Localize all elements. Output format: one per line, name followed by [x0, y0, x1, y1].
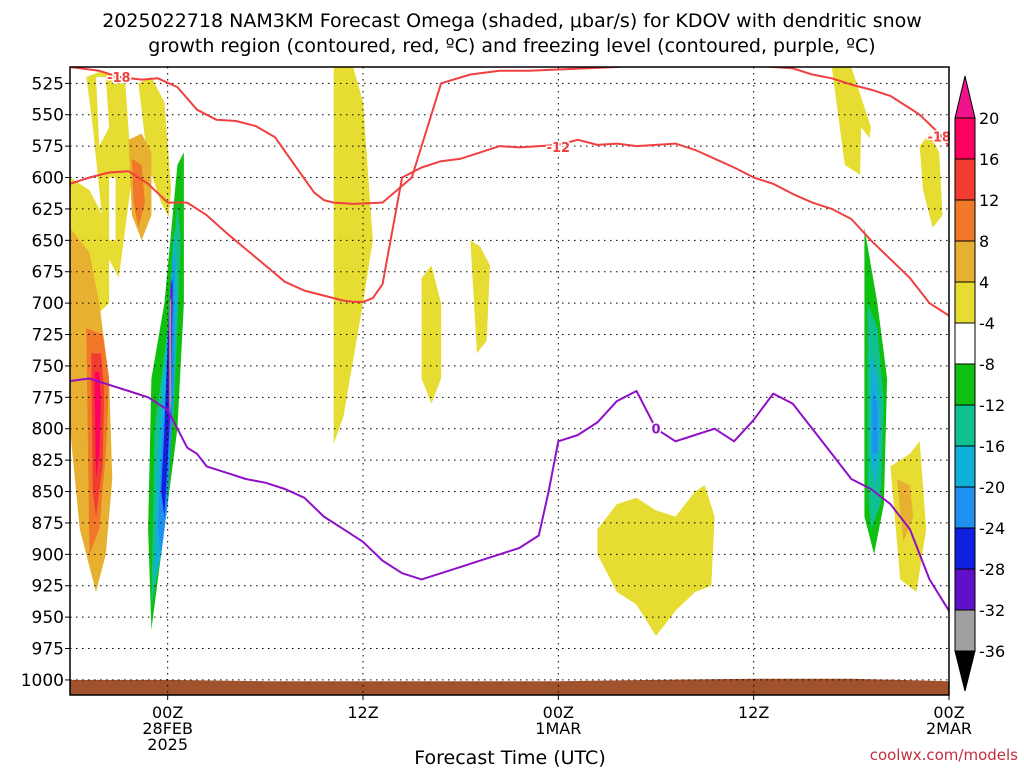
- colorbar-label: 8: [979, 232, 989, 251]
- omega-region: [138, 77, 175, 228]
- omega-region: [333, 67, 373, 444]
- y-axis: 525 550 575 600 625 650 675 700 725 750 775 800 825 8…: [21, 74, 70, 691]
- omega-region: [597, 485, 715, 636]
- omega-region: [900, 303, 907, 379]
- colorbar-label: -20: [979, 478, 1005, 497]
- ground-fill: [70, 678, 949, 695]
- colorbar-label: -32: [979, 601, 1005, 620]
- colorbar-swatch: [954, 404, 976, 447]
- x-tick-label: 2MAR: [926, 719, 972, 738]
- site-credit[interactable]: coolwx.com/models: [870, 746, 1018, 764]
- contour-line: [70, 377, 949, 615]
- colorbar-label: 20: [979, 109, 999, 128]
- y-tick-label: 575: [32, 137, 64, 157]
- colorbar-label: 16: [979, 150, 999, 169]
- x-tick-label: 2025: [147, 735, 188, 754]
- colorbar-swatch: [954, 158, 976, 201]
- ground-layer: [70, 678, 949, 695]
- contour-lines: [70, 67, 949, 615]
- y-tick-label: 750: [32, 357, 64, 377]
- y-tick-label: 875: [32, 514, 64, 534]
- contour-line: [70, 138, 949, 318]
- colorbar-label: -16: [979, 437, 1005, 456]
- contour-label: -18: [107, 71, 131, 86]
- y-tick-label: 650: [32, 231, 64, 251]
- omega-region: [616, 278, 630, 379]
- colorbar-arrow-top: [954, 75, 976, 119]
- y-tick-label: 525: [32, 74, 64, 94]
- y-tick-label: 975: [32, 640, 64, 660]
- x-axis-label: Forecast Time (UTC): [414, 747, 605, 768]
- chart-title-line2: growth region (contoured, red, ºC) and f…: [148, 35, 875, 57]
- colorbar-arrow-bottom: [954, 650, 976, 692]
- omega-region: [872, 391, 878, 454]
- x-tick-label: 00Z: [933, 703, 964, 722]
- omega-region: [919, 133, 943, 228]
- colorbar-label: 12: [979, 191, 999, 210]
- contour-label: 0: [651, 423, 660, 438]
- y-tick-label: 675: [32, 263, 64, 283]
- colorbar-label: -28: [979, 560, 1005, 579]
- colorbar-label: -36: [979, 642, 1005, 661]
- colorbar-swatch: [954, 445, 976, 488]
- omega-region: [94, 372, 101, 479]
- colorbar-swatch: [954, 527, 976, 570]
- colorbar-label: -4: [979, 314, 995, 333]
- omega-region: [86, 70, 132, 278]
- y-tick-label: 600: [32, 169, 64, 189]
- y-tick-label: 900: [32, 545, 64, 565]
- y-tick-label: 950: [32, 608, 64, 628]
- chart-title-line1: 2025022718 NAM3KM Forecast Omega (shaded…: [102, 10, 922, 32]
- x-tick-label: 12Z: [347, 703, 378, 722]
- contour-line: [70, 67, 949, 205]
- colorbar-swatch: [954, 117, 976, 160]
- x-tick-label: 00Z: [152, 703, 183, 722]
- y-tick-label: 925: [32, 577, 64, 597]
- y-tick-label: 550: [32, 106, 64, 126]
- plot-frame: [69, 66, 950, 696]
- contour-label: -12: [547, 141, 571, 156]
- y-tick-label: 825: [32, 451, 64, 471]
- colorbar-label: -12: [979, 396, 1005, 415]
- x-tick-label: 00Z: [543, 703, 574, 722]
- grid-lines: [70, 67, 950, 695]
- y-tick-label: 700: [32, 294, 64, 314]
- colorbar-swatch: [954, 486, 976, 529]
- omega-region: [750, 303, 757, 379]
- colorbar-label: -8: [979, 355, 995, 374]
- x-tick-label: 28FEB: [142, 719, 193, 738]
- y-tick-label: 800: [32, 420, 64, 440]
- colorbar-swatch: [954, 568, 976, 611]
- contour-labels: -18 -18 -12 0: [106, 70, 953, 440]
- colorbar-swatch: [954, 322, 976, 365]
- x-tick-label: 1MAR: [535, 719, 581, 738]
- y-tick-label: 625: [32, 200, 64, 220]
- omega-region: [346, 554, 363, 630]
- plot-background: [70, 67, 949, 695]
- omega-region: [1008, 253, 1024, 379]
- colorbar-swatch: [954, 363, 976, 406]
- y-tick-label: 1000: [21, 671, 64, 691]
- y-tick-label: 775: [32, 388, 64, 408]
- omega-region: [470, 240, 490, 354]
- colorbar-label: 4: [979, 273, 989, 292]
- colorbar-swatch: [954, 199, 976, 242]
- colorbar: 20 16 12 8 4 -4 -8 -12 -16 -20 -24 -28 -32 -36: [954, 75, 1005, 692]
- omega-region: [96, 77, 110, 147]
- x-tick-label: 12Z: [738, 703, 769, 722]
- omega-region: [169, 296, 172, 417]
- omega-region: [896, 479, 914, 542]
- colorbar-swatch: [954, 281, 976, 324]
- colorbar-swatch: [954, 609, 976, 652]
- y-tick-label: 850: [32, 483, 64, 503]
- colorbar-swatch: [954, 240, 976, 283]
- colorbar-label: -24: [979, 519, 1005, 538]
- y-tick-label: 725: [32, 326, 64, 346]
- contour-label: -18: [927, 131, 951, 146]
